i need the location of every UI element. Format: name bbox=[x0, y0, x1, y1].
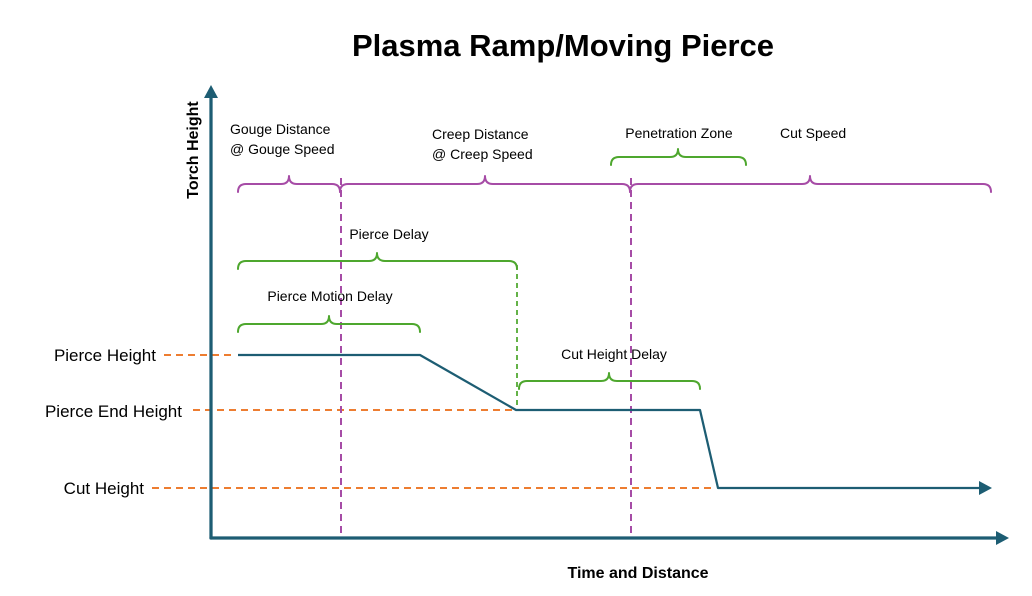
axis-arrowheads-group bbox=[204, 85, 1009, 545]
zone-markers-group bbox=[237, 175, 992, 534]
pierce-motion-delay-label: Pierce Motion Delay bbox=[267, 288, 392, 304]
profile-group bbox=[238, 353, 980, 490]
y-axis-label: Torch Height bbox=[185, 101, 202, 199]
cut-height-label: Cut Height bbox=[64, 479, 145, 498]
x-axis-label: Time and Distance bbox=[567, 565, 708, 582]
gouge-distance-label-line2: @ Gouge Speed bbox=[230, 141, 335, 157]
gouge-distance-label-line1: Gouge Distance bbox=[230, 121, 331, 137]
height-guide-lines-group bbox=[152, 354, 714, 489]
cut-height-delay-brace bbox=[518, 372, 701, 390]
page-title: Plasma Ramp/Moving Pierce bbox=[352, 28, 774, 63]
creep-distance-label-line2: @ Creep Speed bbox=[432, 146, 533, 162]
torch-height-profile-line bbox=[238, 353, 980, 490]
x-axis-arrowhead-icon bbox=[996, 531, 1009, 545]
gouge-distance-brace bbox=[237, 175, 341, 193]
penetration-zone-label: Penetration Zone bbox=[625, 125, 733, 141]
axes-group bbox=[209, 94, 998, 540]
cut-speed-label: Cut Speed bbox=[780, 125, 846, 141]
pierce-height-label: Pierce Height bbox=[54, 346, 156, 365]
pierce-end-height-label: Pierce End Height bbox=[45, 402, 182, 421]
pierce-motion-delay-brace bbox=[237, 315, 421, 333]
pierce-delay-brace bbox=[237, 252, 518, 270]
profile-arrowhead-icon bbox=[979, 481, 992, 495]
creep-distance-brace bbox=[339, 175, 631, 193]
pierce-delay-label: Pierce Delay bbox=[349, 226, 428, 242]
cut-speed-brace bbox=[629, 175, 992, 193]
penetration-zone-brace bbox=[610, 148, 747, 166]
y-axis-arrowhead-icon bbox=[204, 85, 218, 98]
creep-distance-label-line1: Creep Distance bbox=[432, 126, 529, 142]
cut-height-delay-label: Cut Height Delay bbox=[561, 346, 667, 362]
delay-markers-group bbox=[237, 148, 747, 406]
